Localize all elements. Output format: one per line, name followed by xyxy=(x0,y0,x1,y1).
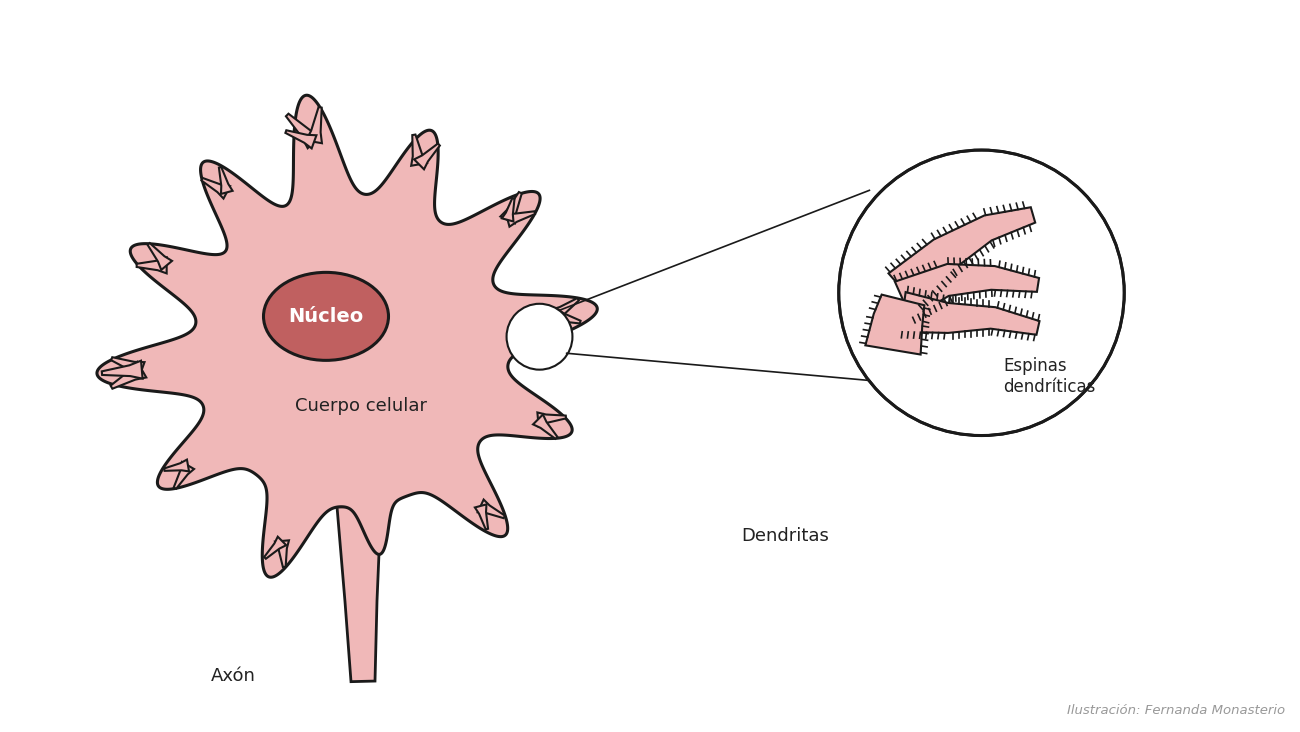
Polygon shape xyxy=(554,309,581,324)
Polygon shape xyxy=(202,178,230,198)
Polygon shape xyxy=(286,113,320,148)
Polygon shape xyxy=(894,264,1039,318)
Polygon shape xyxy=(506,212,536,227)
Text: Axón: Axón xyxy=(211,668,256,685)
Polygon shape xyxy=(264,537,286,559)
Text: Ilustración: Fernanda Monasterio: Ilustración: Fernanda Monasterio xyxy=(1067,704,1284,717)
Polygon shape xyxy=(500,192,521,223)
Polygon shape xyxy=(537,412,566,427)
Polygon shape xyxy=(551,298,578,321)
Polygon shape xyxy=(502,198,515,222)
Text: Cuerpo celular: Cuerpo celular xyxy=(295,397,426,415)
Polygon shape xyxy=(136,258,166,273)
Polygon shape xyxy=(415,143,439,169)
Polygon shape xyxy=(101,361,143,378)
Polygon shape xyxy=(888,207,1035,307)
Polygon shape xyxy=(111,362,147,389)
Polygon shape xyxy=(477,499,504,518)
Text: Núcleo: Núcleo xyxy=(289,307,364,326)
Polygon shape xyxy=(411,135,426,165)
Polygon shape xyxy=(148,243,172,270)
Circle shape xyxy=(838,150,1124,436)
Polygon shape xyxy=(164,460,188,471)
Text: Dendritas: Dendritas xyxy=(741,527,829,545)
Polygon shape xyxy=(866,294,924,354)
Ellipse shape xyxy=(264,272,389,360)
Polygon shape xyxy=(474,504,488,529)
Polygon shape xyxy=(337,506,381,681)
Polygon shape xyxy=(112,357,144,377)
Circle shape xyxy=(507,304,572,370)
Polygon shape xyxy=(901,292,1040,335)
Polygon shape xyxy=(98,95,597,578)
Polygon shape xyxy=(286,130,316,149)
Polygon shape xyxy=(533,414,558,438)
Polygon shape xyxy=(218,167,233,194)
Polygon shape xyxy=(307,107,322,143)
Polygon shape xyxy=(174,462,194,489)
Text: Espinas
dendríticas: Espinas dendríticas xyxy=(1002,357,1096,396)
Polygon shape xyxy=(276,540,289,567)
